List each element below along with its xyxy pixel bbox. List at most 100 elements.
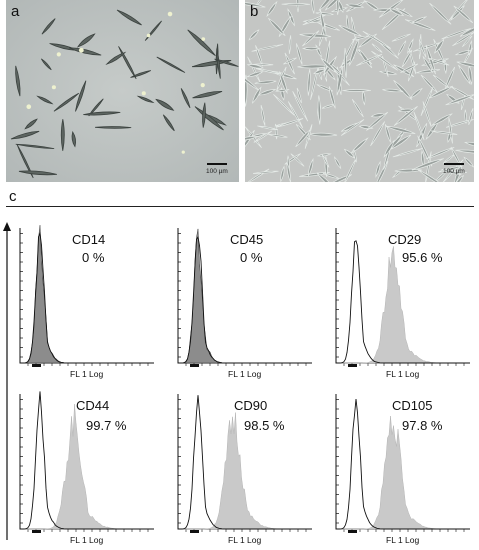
- histogram-plot: [177, 228, 312, 367]
- scale-bar-b: [444, 163, 464, 165]
- cell: [328, 62, 343, 76]
- cell: [340, 119, 365, 136]
- marker-label: CD44: [76, 398, 110, 413]
- cell: [246, 71, 264, 78]
- cell: [468, 40, 472, 57]
- percent-label: 98.5 %: [244, 418, 285, 433]
- cell: [15, 143, 55, 150]
- cell: [118, 46, 137, 80]
- x-axis-label: FL 1 Log: [228, 535, 262, 545]
- cell: [351, 16, 357, 42]
- cell-highlight: [200, 82, 205, 88]
- cell: [318, 0, 331, 11]
- cell: [454, 50, 472, 56]
- cell: [459, 27, 474, 37]
- cell-highlight: [56, 52, 61, 57]
- cell: [301, 46, 321, 51]
- micrograph-a: [6, 0, 239, 182]
- cell: [162, 114, 175, 132]
- micrograph-a-image: [6, 0, 239, 182]
- cell: [302, 14, 327, 26]
- cell: [378, 70, 398, 75]
- cell: [319, 8, 327, 42]
- cell: [75, 80, 87, 112]
- cell: [309, 132, 338, 137]
- cell: [202, 102, 206, 128]
- cell: [425, 121, 439, 140]
- cell: [393, 106, 418, 127]
- cell: [370, 113, 386, 118]
- cell: [458, 64, 471, 85]
- cell: [15, 65, 21, 97]
- cell: [441, 169, 462, 175]
- cell: [155, 98, 175, 111]
- cell: [71, 130, 77, 148]
- cell: [245, 1, 266, 8]
- cell: [16, 144, 34, 179]
- cell: [385, 125, 416, 134]
- histogram-plot: [19, 225, 154, 367]
- cell: [456, 174, 464, 182]
- cell: [276, 118, 304, 128]
- cell: [442, 153, 456, 164]
- scale-bar-a: [207, 163, 227, 165]
- cell: [344, 47, 348, 78]
- x-axis-label: FL 1 Log: [70, 535, 104, 545]
- cell: [351, 99, 364, 118]
- histogram-cd45: CD45 0 % FL 1 Log: [176, 226, 316, 381]
- cell: [392, 147, 424, 158]
- cell: [428, 85, 454, 99]
- cell: [401, 49, 413, 68]
- cell: [251, 86, 262, 104]
- marker-label: CD45: [230, 232, 264, 247]
- cell: [362, 30, 392, 49]
- cell: [320, 57, 337, 74]
- cell: [393, 80, 413, 100]
- cell: [266, 0, 278, 18]
- cell: [284, 52, 295, 75]
- cell: [349, 37, 360, 66]
- scale-bar-b-label: 100 µm: [443, 168, 465, 175]
- marker-label: CD14: [72, 232, 106, 247]
- cell: [295, 129, 311, 148]
- cell: [370, 121, 386, 147]
- cell: [180, 88, 191, 109]
- cell: [338, 24, 362, 37]
- cell: [445, 94, 474, 106]
- cell: [333, 156, 342, 170]
- cell: [60, 119, 65, 151]
- cell: [468, 64, 473, 86]
- cell: [450, 146, 462, 166]
- cell: [192, 90, 223, 99]
- cell: [464, 141, 474, 147]
- cell-highlight: [201, 37, 206, 41]
- cell: [297, 64, 331, 69]
- cell: [400, 63, 419, 73]
- cell: [344, 157, 357, 182]
- cell: [316, 153, 332, 157]
- micrograph-b-image: [245, 0, 474, 182]
- cell: [18, 170, 57, 176]
- y-axis-arrow: [3, 222, 11, 540]
- cell: [130, 70, 151, 78]
- panel-a-letter: a: [11, 3, 20, 20]
- cell: [308, 158, 314, 177]
- cell: [321, 104, 336, 109]
- cell: [296, 87, 302, 104]
- cell: [422, 55, 434, 74]
- percent-label: 95.6 %: [402, 250, 443, 265]
- cell: [464, 109, 467, 124]
- cell: [328, 86, 336, 109]
- cell: [324, 0, 338, 11]
- cell: [88, 98, 104, 117]
- cell: [441, 28, 472, 40]
- cell: [411, 158, 444, 171]
- cell: [187, 29, 216, 56]
- marker-label: CD29: [388, 232, 422, 247]
- gate-marker: [32, 364, 41, 367]
- cell: [116, 9, 142, 26]
- marker-label: CD105: [392, 398, 433, 413]
- cell: [290, 153, 305, 167]
- cell: [313, 68, 327, 74]
- cell: [255, 45, 264, 67]
